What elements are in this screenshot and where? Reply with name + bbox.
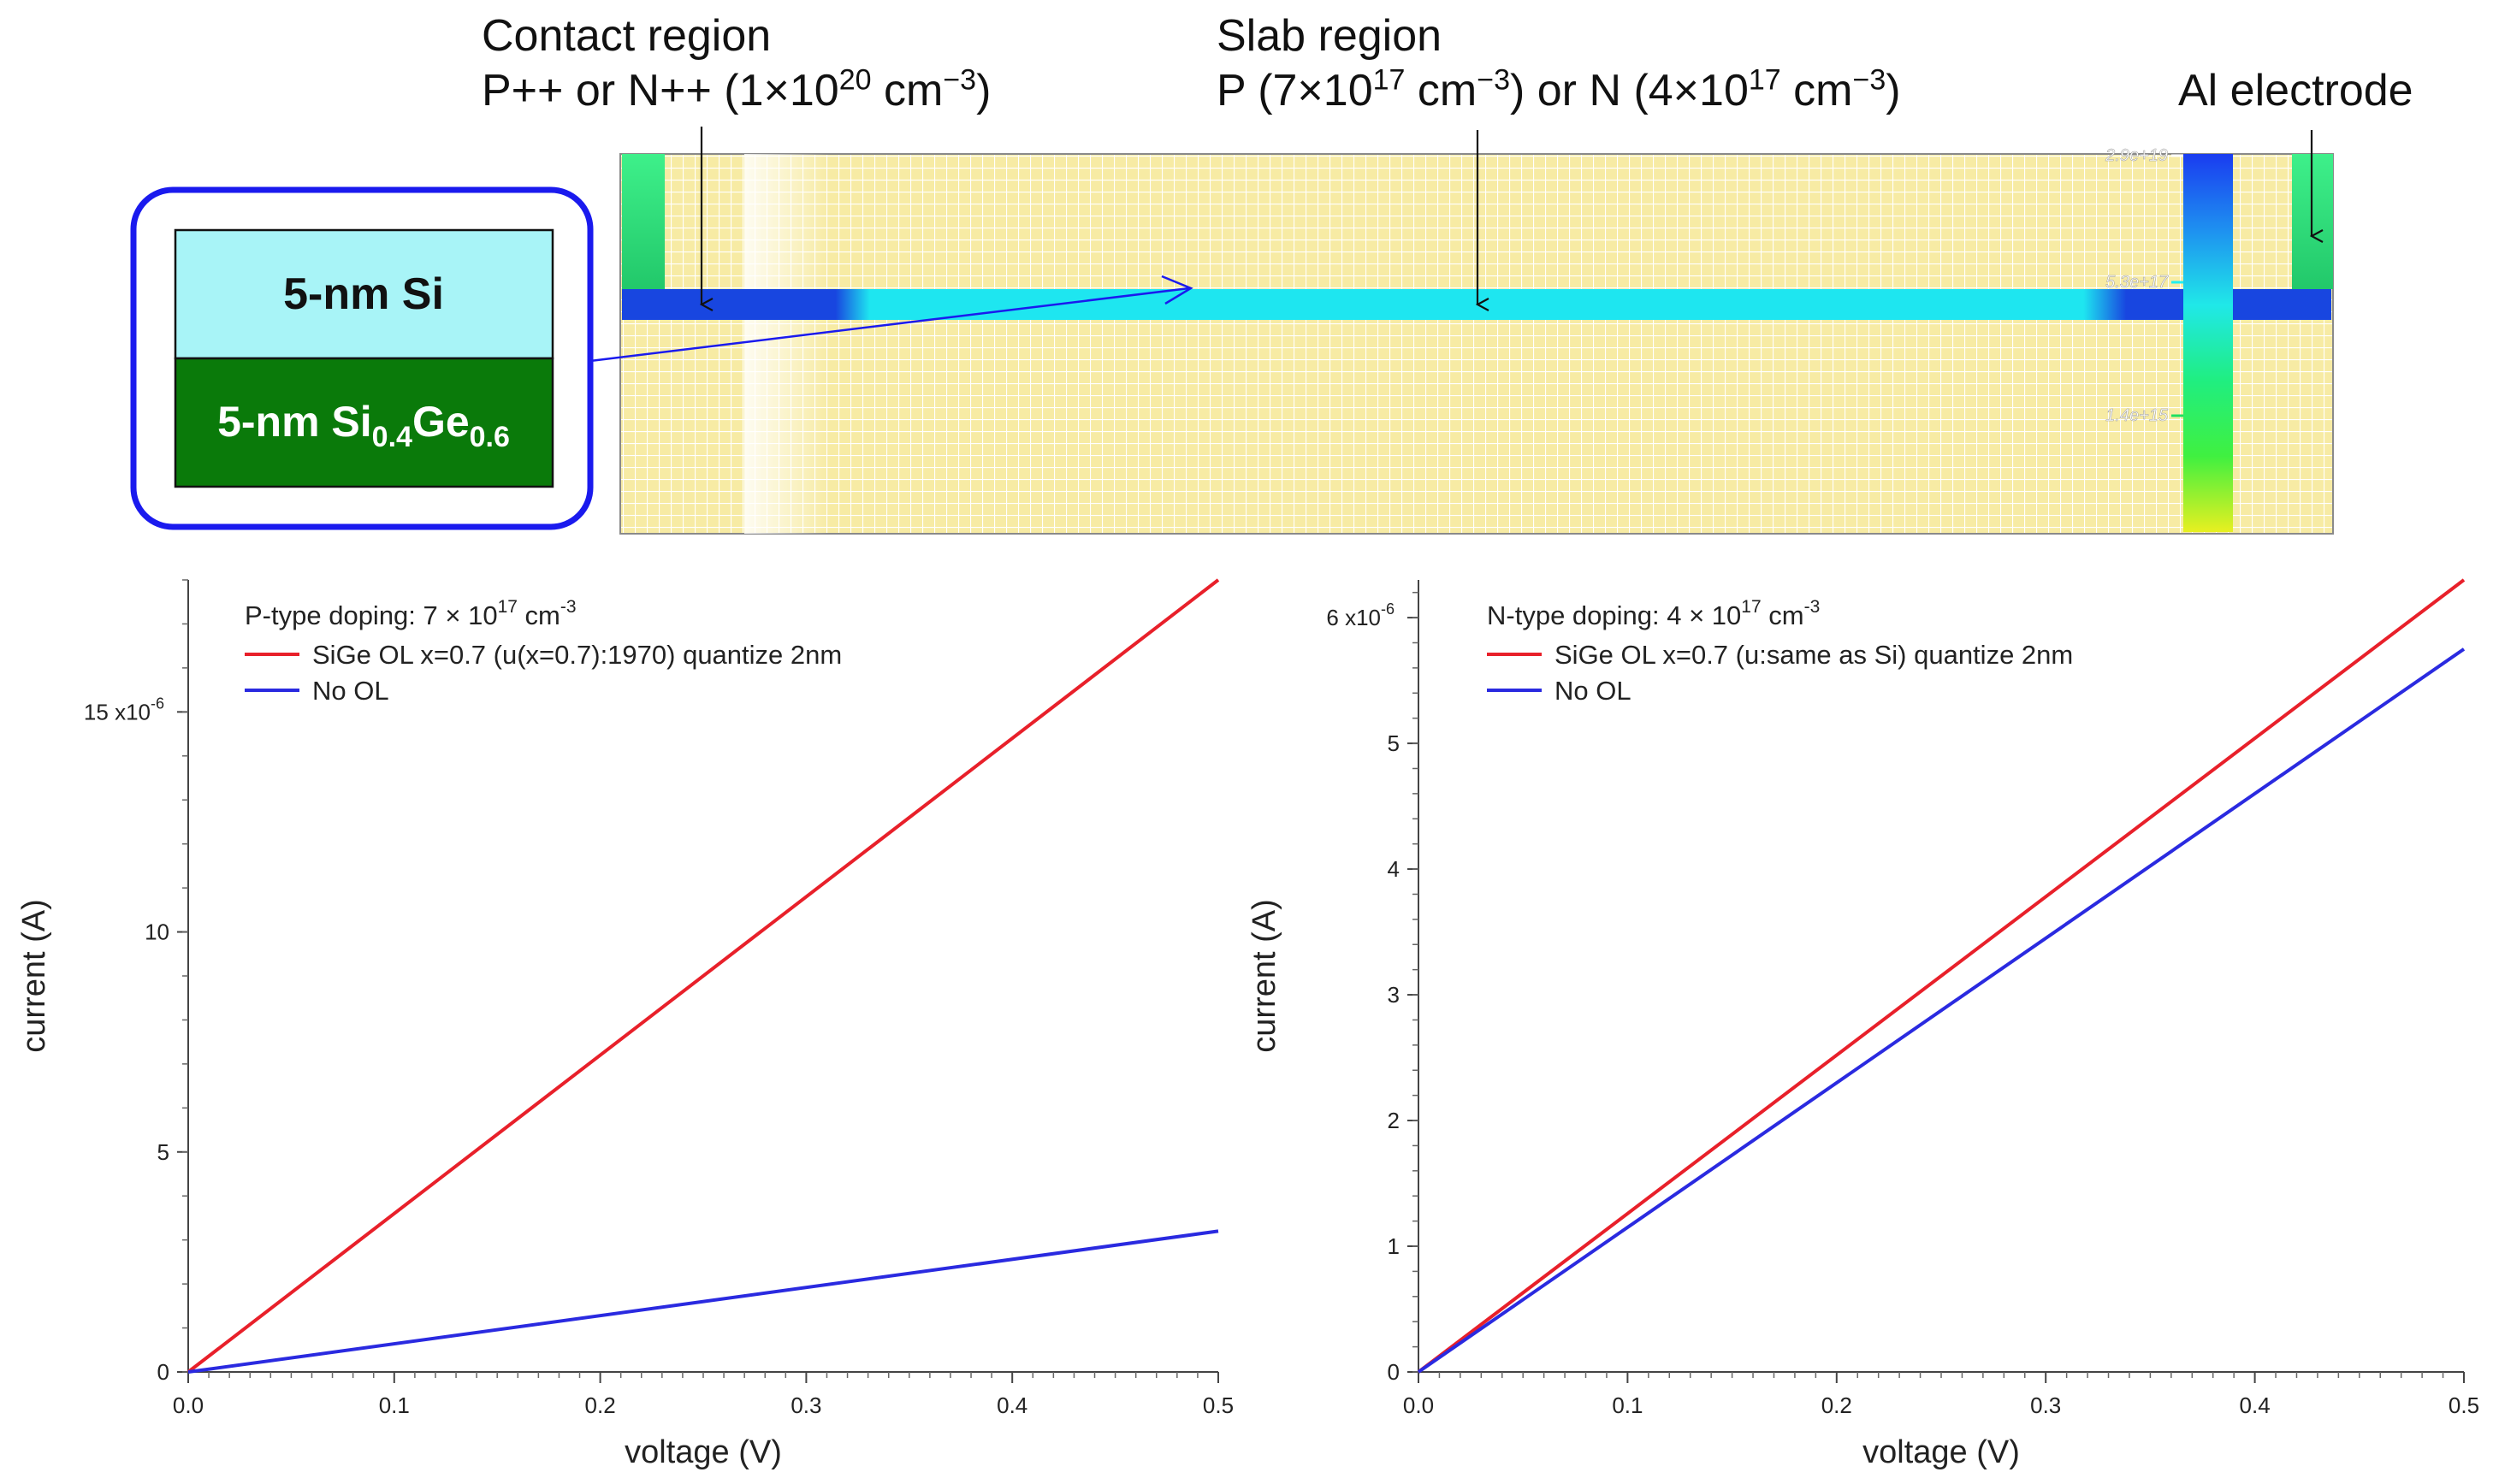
p-legend-label-red: SiGe OL x=0.7 (u(x=0.7):1970) quantize 2… [312, 640, 842, 670]
n-legend-label-blue: No OL [1554, 676, 1631, 706]
n-y-tick-label: 6 x10 [1326, 605, 1381, 630]
sige-layer-label: 5-nm Si0.4Ge0.6 [217, 398, 510, 453]
n-x-tick-label: 0.5 [2449, 1392, 2479, 1418]
n-y-tick-label: 1 [1388, 1233, 1400, 1259]
p-y-axis-label: current (A) [16, 899, 52, 1052]
p-series-blue-line [187, 1229, 1219, 1374]
p-y-tick-label: 15 x10 [84, 699, 151, 724]
n-y-tick-label: 0 [1388, 1359, 1400, 1385]
n-type-legend: N-type doping: 4 × 1017 cm-3 SiGe OL x=0… [1487, 597, 2073, 706]
n-y-tick-label: 5 [1388, 730, 1400, 756]
p-x-tick-label: 0.4 [997, 1392, 1027, 1418]
p-x-tick-label: 0.2 [585, 1392, 616, 1418]
doping-colorbar [2183, 154, 2233, 532]
slab-region-title: Slab region [1217, 11, 1442, 61]
n-x-tick-label: 0.0 [1403, 1392, 1434, 1418]
n-y-tick-label: 3 [1388, 982, 1400, 1008]
p-x-axis-label: voltage (V) [625, 1434, 782, 1470]
p-y-tick-label: 10 [145, 919, 169, 945]
n-x-axis-label: voltage (V) [1862, 1434, 2020, 1470]
n-y-tick-label: 4 [1388, 856, 1400, 882]
left-electrode [622, 154, 665, 289]
al-electrode-label: Al electrode [2178, 66, 2413, 115]
sige-layer [174, 357, 554, 488]
n-series-blue-line [1417, 647, 2466, 1374]
colorbar-tick-top: 2.9e+19 [2105, 146, 2168, 165]
n-x-tick-label: 0.3 [2030, 1392, 2061, 1418]
contact-region-doping: P++ or N++ (1×1020 cm−3) [482, 63, 992, 115]
n-legend-label-red: SiGe OL x=0.7 (u:same as Si) quantize 2n… [1554, 640, 2073, 670]
n-x-tick-label: 0.4 [2240, 1392, 2271, 1418]
slab-region-doping: P (7×1017 cm−3) or N (4×1017 cm−3) [1217, 63, 1901, 115]
p-x-tick-label: 0.5 [1203, 1392, 1234, 1418]
layer-stack-inset: 5-nm Si 5-nm Si0.4Ge0.6 [130, 186, 594, 530]
n-y-axis-label: current (A) [1246, 899, 1282, 1052]
inset-connector-arrowhead [1161, 275, 1193, 305]
p-x-tick-label: 0.1 [379, 1392, 410, 1418]
p-y-exponent: -6 [151, 695, 164, 712]
n-y-exponent: -6 [1381, 600, 1395, 618]
p-y-tick-label: 0 [157, 1359, 169, 1385]
p-type-legend: P-type doping: 7 × 1017 cm-3 SiGe OL x=0… [245, 597, 842, 706]
p-x-tick-label: 0.0 [173, 1392, 204, 1418]
n-x-tick-label: 0.2 [1821, 1392, 1852, 1418]
p-type-iv-chart: 0.0 0.1 0.2 0.3 0.4 0.5 0 5 10 15 x10 -6 voltage (V… [16, 578, 1234, 1470]
n-x-tick-label: 0.1 [1612, 1392, 1643, 1418]
colorbar-tick-low: 1.4e+15 [2105, 406, 2169, 425]
inset-connector-arrow [589, 287, 1190, 363]
p-legend-title: P-type doping: 7 × 1017 cm-3 [245, 597, 577, 630]
si-layer-label: 5-nm Si [283, 269, 444, 319]
n-type-iv-chart: 0.0 0.1 0.2 0.3 0.4 0.5 0 1 2 3 4 5 6 x10 -6 voltage (… [1246, 578, 2479, 1470]
p-x-tick-label: 0.3 [791, 1392, 821, 1418]
p-y-tick-label: 5 [157, 1139, 169, 1165]
colorbar-tick-mid: 5.3e+17 [2105, 273, 2169, 292]
n-y-tick-label: 2 [1388, 1108, 1400, 1133]
n-series-red-line [1417, 578, 2466, 1374]
n-legend-title: N-type doping: 4 × 1017 cm-3 [1487, 597, 1820, 630]
si-layer [174, 228, 554, 360]
p-legend-label-blue: No OL [312, 676, 389, 706]
p-series-red-line [187, 578, 1220, 1374]
contact-region-title: Contact region [482, 11, 772, 61]
